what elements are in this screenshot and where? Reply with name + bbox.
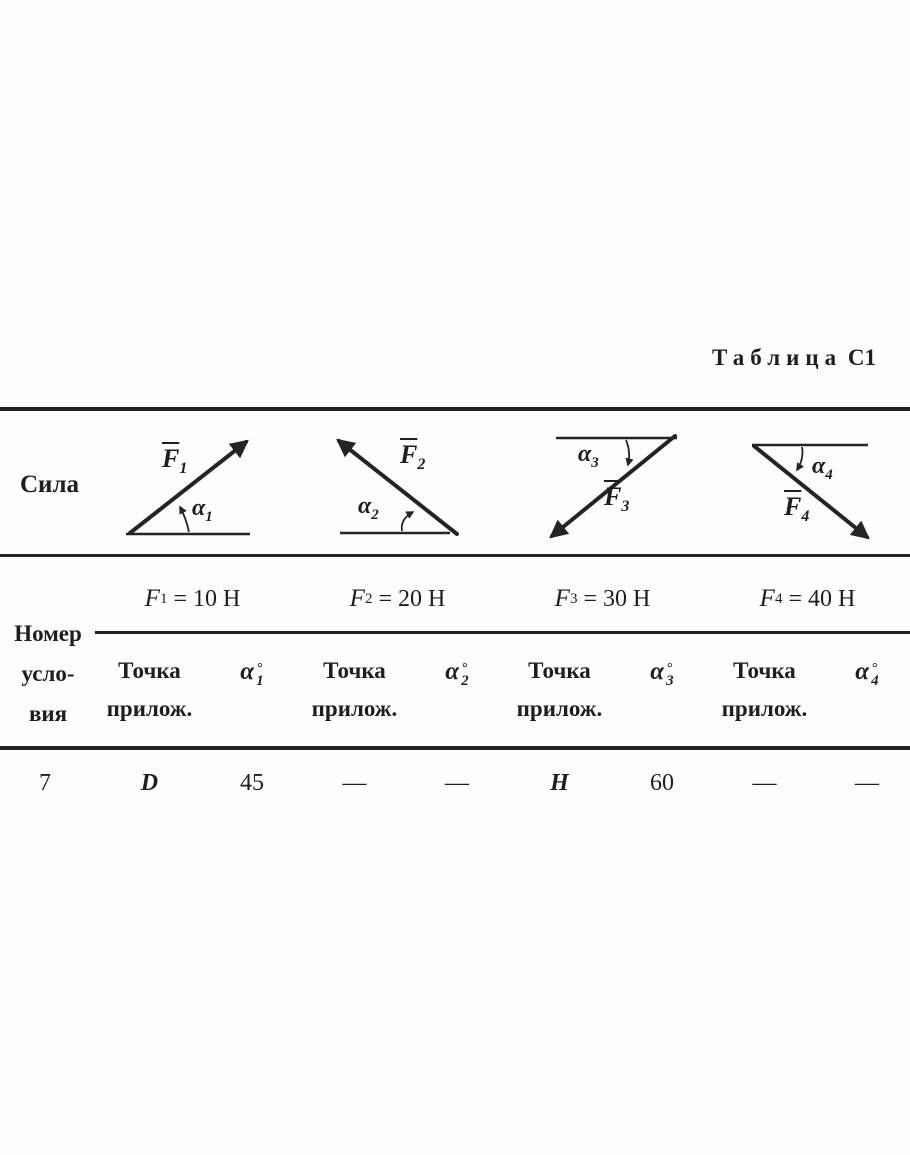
alpha3-column-header: α ° 3 xyxy=(650,658,674,689)
f3-vector-label: F3 xyxy=(604,482,630,516)
force-diagram-f4: α4 F4 xyxy=(740,420,885,548)
force-diagram-f1: F1 α1 xyxy=(118,420,258,550)
data-group-1: D 45 xyxy=(90,770,295,812)
alpha2-angle-label: α2 xyxy=(358,493,379,523)
column-headers-row: Точка прилож. α ° 1 Точка прилож. α ° 2 Точк… xyxy=(90,652,910,736)
angle-arc-arrow-f1 xyxy=(179,505,190,533)
alpha1-angle-label: α1 xyxy=(192,495,213,525)
alpha4-angle-label: α4 xyxy=(812,453,833,483)
header-group-4: Точка прилож. α ° 4 xyxy=(705,652,910,736)
alpha2-column-header: α ° 2 xyxy=(445,658,469,689)
condition-number-value: 7 xyxy=(39,770,51,796)
point-value-4: — xyxy=(752,770,777,796)
force-diagram-f2: F2 α2 xyxy=(328,420,468,550)
condition-number-line3: вия xyxy=(28,701,68,726)
alpha1-column-header: α ° 1 xyxy=(240,658,264,689)
table-title-code: С1 xyxy=(847,345,876,370)
angle-arc-arrow-f4 xyxy=(796,446,805,472)
force-value-f1: F 1 = 10 Н xyxy=(144,585,241,612)
point-of-application-header-3: Точка прилож. xyxy=(516,658,603,721)
force-vector-f1 xyxy=(128,439,249,535)
f2-vector-label: F2 xyxy=(400,440,426,474)
point-of-application-header-1: Точка прилож. xyxy=(106,658,193,721)
header-group-2: Точка прилож. α ° 2 xyxy=(295,652,500,736)
header-group-1: Точка прилож. α ° 1 xyxy=(90,652,295,736)
condition-number-header: Номер усло- вия xyxy=(2,614,94,734)
point-of-application-header-2: Точка прилож. xyxy=(311,658,398,721)
data-group-4: — — xyxy=(705,770,910,812)
angle-arc-arrow-f3 xyxy=(625,439,634,467)
table-rule-under-diagrams xyxy=(0,554,910,557)
point-value-1: D xyxy=(140,770,159,796)
point-of-application-header-4: Точка прилож. xyxy=(721,658,808,721)
alpha4-column-header: α ° 4 xyxy=(855,658,879,689)
alpha-value-2: — xyxy=(444,770,469,796)
point-value-3: Н xyxy=(550,770,569,796)
force-value-f4: F 4 = 40 Н xyxy=(759,585,856,612)
force-vector-f4 xyxy=(752,444,870,540)
alpha-value-3: 60 xyxy=(649,770,674,796)
header-group-3: Точка прилож. α ° 3 xyxy=(500,652,705,736)
condition-number-line2: усло- xyxy=(21,661,75,686)
force-values-row: F 1 = 10 Н F 2 = 20 Н F 3 = 30 Н F 4 = 40 Н xyxy=(90,577,910,621)
f1-vector-label: F1 xyxy=(162,444,188,478)
data-group-2: — — xyxy=(295,770,500,812)
f4-vector-label: F4 xyxy=(784,492,810,526)
force-diagram-f3: α3 F3 xyxy=(540,420,685,545)
force-vector-f3 xyxy=(549,434,677,539)
point-value-2: — xyxy=(342,770,367,796)
table-title-word: Таблица xyxy=(712,345,843,370)
table-rule-above-data xyxy=(0,746,910,750)
force-diagram-f1-svg xyxy=(126,439,250,536)
table-title: Таблица С1 xyxy=(712,345,876,371)
alpha3-angle-label: α3 xyxy=(578,441,599,471)
data-group-3: Н 60 xyxy=(500,770,705,812)
alpha-value-1: 45 xyxy=(239,770,264,796)
table-rule-top xyxy=(0,407,910,411)
alpha-value-4: — xyxy=(854,770,879,796)
force-row-label: Сила xyxy=(20,471,79,498)
table-data-row: 7 D 45 — — Н 60 — — xyxy=(0,770,910,812)
angle-arc-arrow-f2 xyxy=(400,511,415,532)
force-vector-f2 xyxy=(336,438,459,536)
condition-number-line1: Номер xyxy=(14,621,82,646)
table-rule-partial xyxy=(95,631,910,634)
force-diagram-f4-svg xyxy=(752,443,870,540)
force-value-f2: F 2 = 20 Н xyxy=(349,585,446,612)
force-value-f3: F 3 = 30 Н xyxy=(554,585,651,612)
force-diagram-f3-svg xyxy=(549,434,677,539)
force-diagram-f2-svg xyxy=(336,438,459,536)
